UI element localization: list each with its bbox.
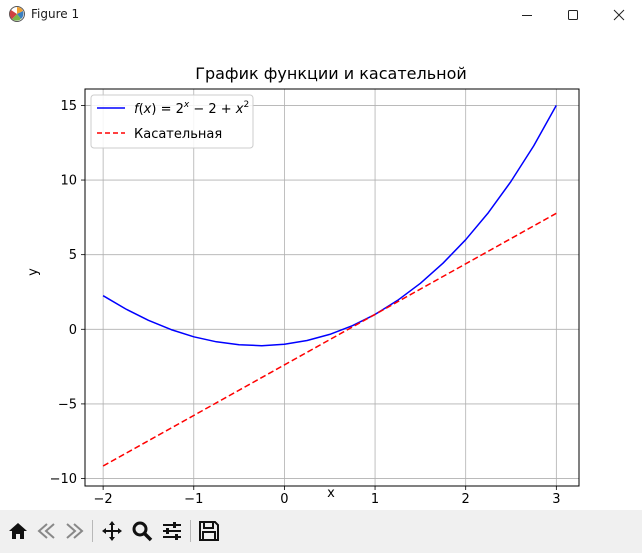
- close-button[interactable]: [596, 0, 642, 30]
- window-title: Figure 1: [31, 7, 80, 21]
- home-button[interactable]: [6, 519, 30, 543]
- y-tick-label: 15: [60, 99, 77, 114]
- x-axis-label: x: [327, 486, 335, 501]
- chart: График функции и касательной −2 −1 0 1 2 3−10…: [26, 64, 580, 507]
- save-icon: [199, 521, 219, 541]
- maximize-icon: [568, 10, 578, 20]
- legend: f(x) = 2x − 2 + x2 Касательная: [90, 94, 254, 149]
- y-tick-label: −5: [58, 397, 77, 412]
- back-button[interactable]: [35, 519, 59, 543]
- toolbar-separator: [92, 520, 93, 542]
- figure-canvas: График функции и касательной −2 −1 0 1 2 3 −10…: [0, 30, 642, 510]
- forward-button[interactable]: [62, 519, 86, 543]
- legend-label-function: f(x) = 2x − 2 + x2: [134, 100, 249, 117]
- y-tick-label: 0: [69, 323, 77, 338]
- axes-frame: [84, 88, 580, 487]
- forward-icon: [66, 523, 84, 539]
- x-tick-label: 1: [371, 492, 379, 507]
- y-tick-label: −10: [50, 472, 77, 487]
- series-line-function: [102, 105, 557, 347]
- series-line-tangent: [102, 212, 557, 467]
- save-button[interactable]: [197, 519, 221, 543]
- pan-icon: [102, 521, 122, 541]
- legend-label-tangent: Касательная: [134, 127, 222, 142]
- y-tick-label: 5: [69, 248, 77, 263]
- toolbar-separator: [190, 520, 191, 542]
- chart-title: График функции и касательной: [195, 64, 467, 83]
- minimize-icon: [522, 15, 532, 16]
- zoom-icon: [132, 521, 153, 542]
- x-tick-label: −1: [184, 492, 203, 507]
- zoom-button[interactable]: [130, 519, 154, 543]
- close-icon: [613, 9, 625, 21]
- legend-box: [90, 94, 254, 149]
- pan-button[interactable]: [100, 519, 124, 543]
- x-tick-label: 0: [280, 492, 288, 507]
- maximize-button[interactable]: [550, 0, 596, 30]
- matplotlib-icon: [9, 6, 25, 22]
- x-tick-label: 2: [462, 492, 470, 507]
- minimize-button[interactable]: [504, 0, 550, 30]
- configure-subplots-icon: [163, 522, 181, 540]
- x-tick-label: 3: [552, 492, 560, 507]
- configure-subplots-button[interactable]: [160, 519, 184, 543]
- home-icon: [9, 523, 27, 539]
- navigation-toolbar: [0, 510, 642, 553]
- window-titlebar: Figure 1: [0, 0, 642, 30]
- back-icon: [37, 523, 55, 539]
- y-axis-label: y: [26, 268, 41, 276]
- x-tick-label: −2: [94, 492, 113, 507]
- y-tick-label: 10: [60, 174, 77, 189]
